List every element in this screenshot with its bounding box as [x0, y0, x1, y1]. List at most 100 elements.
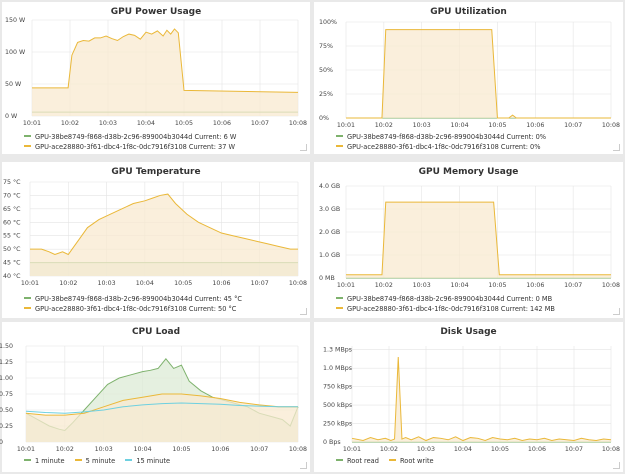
resize-handle[interactable] — [613, 462, 620, 469]
y-tick-label: 75% — [319, 43, 333, 50]
x-tick-label: 10:03 — [413, 282, 431, 289]
x-tick-label: 10:02 — [56, 446, 74, 453]
x-tick-label: 10:05 — [491, 446, 509, 453]
series-line[interactable] — [346, 201, 611, 276]
resize-handle[interactable] — [613, 144, 620, 151]
legend-item[interactable]: GPU-ace28880-3f61-dbc4-1f8c-0dc7916f3108… — [336, 142, 546, 152]
legend-label: GPU-38be8749-f868-d38b-2c96-899004b3044d… — [347, 133, 547, 141]
legend-item[interactable]: GPU-38be8749-f868-d38b-2c96-899004b3044d… — [336, 294, 555, 304]
y-tick-label: 0 MB — [319, 275, 335, 282]
x-tick-label: 10:01 — [21, 280, 39, 287]
legend-item[interactable]: GPU-ace28880-3f61-dbc4-1f8c-0dc7916f3108… — [24, 304, 242, 314]
x-tick-label: 10:05 — [174, 280, 192, 287]
x-tick-label: 10:07 — [251, 120, 269, 127]
x-tick-label: 10:06 — [213, 120, 231, 127]
x-tick-label: 10:04 — [137, 120, 155, 127]
x-tick-label: 10:01 — [337, 122, 355, 129]
y-tick-label: 1.25 — [0, 359, 13, 366]
y-tick-label: 0 Bps — [323, 439, 341, 446]
x-tick-label: 10:02 — [375, 282, 393, 289]
legend-item[interactable]: GPU-ace28880-3f61-dbc4-1f8c-0dc7916f3108… — [24, 142, 236, 152]
resize-handle[interactable] — [300, 462, 307, 469]
y-tick-label: 1.3 MBps — [323, 347, 352, 354]
x-tick-label: 10:08 — [289, 280, 307, 287]
resize-handle[interactable] — [613, 308, 620, 315]
x-tick-label: 10:02 — [61, 120, 79, 127]
series-line[interactable] — [351, 357, 612, 442]
series-area — [26, 394, 298, 442]
resize-handle[interactable] — [300, 144, 307, 151]
y-tick-label: 40 °C — [3, 272, 21, 280]
x-tick-label: 10:04 — [450, 282, 468, 289]
y-tick-label: 50 °C — [3, 245, 21, 253]
y-tick-label: 45 °C — [3, 259, 21, 267]
y-tick-label: 2.0 GB — [319, 229, 340, 236]
series-line[interactable] — [25, 402, 298, 414]
x-tick-label: 10:04 — [133, 446, 151, 453]
x-tick-label: 10:01 — [17, 446, 35, 453]
chart-gpu-temperature: 40 °C 45 °C 50 °C 55 °C 60 °C 65 °C 70 °C 75 °C… — [3, 178, 307, 287]
legend-item[interactable]: GPU-38be8749-f868-d38b-2c96-899004b3044d… — [336, 132, 546, 142]
series-line[interactable] — [32, 28, 299, 93]
y-tick-label: 3.0 GB — [319, 206, 340, 213]
legend-item[interactable]: 15 minute — [125, 456, 170, 466]
legend-label: 1 minute — [35, 457, 65, 465]
y-tick-label: 70 °C — [3, 191, 21, 199]
panel-title[interactable]: GPU Power Usage — [110, 7, 202, 17]
panel-title[interactable]: CPU Load — [131, 327, 181, 337]
x-tick-label: 10:08 — [289, 120, 307, 127]
legend-label: GPU-38be8749-f868-d38b-2c96-899004b3044d… — [35, 133, 237, 141]
x-tick-label: 10:03 — [99, 120, 117, 127]
x-tick-label: 10:07 — [251, 280, 269, 287]
panel-gpu-utilization: GPU Utilization 0% 25% 50% 75% 100% 10:01 10:0… — [314, 2, 623, 154]
panel-title[interactable]: GPU Utilization — [430, 7, 507, 17]
legend-item[interactable]: GPU-38be8749-f868-d38b-2c96-899004b3044d… — [24, 294, 242, 304]
y-tick-label: 55 °C — [3, 232, 21, 240]
y-tick-label: 500 kBps — [323, 402, 352, 409]
y-tick-label: 50% — [319, 67, 333, 74]
y-tick-label: 750 kBps — [323, 384, 352, 391]
resize-handle[interactable] — [300, 308, 307, 315]
panel-cpu-load: CPU Load 0 0.25 0.50 0.75 1.00 1.25 1.50 10:01 1… — [0, 322, 310, 472]
series-line[interactable] — [25, 393, 298, 416]
x-tick-label: 10:06 — [526, 282, 544, 289]
y-tick-label: 100% — [319, 19, 337, 26]
legend-item[interactable]: GPU-38be8749-f868-d38b-2c96-899004b3044d… — [24, 132, 236, 142]
series-line[interactable] — [346, 29, 611, 119]
y-tick-label: 0% — [319, 115, 329, 122]
panel-title[interactable]: GPU Temperature — [111, 167, 201, 177]
legend: GPU-38be8749-f868-d38b-2c96-899004b3044d… — [24, 132, 236, 152]
x-tick-label: 10:02 — [375, 122, 393, 129]
y-tick-label: 100 W — [5, 49, 26, 56]
series-area — [30, 194, 298, 276]
legend-item[interactable]: Root write — [389, 456, 434, 466]
legend-label: GPU-ace28880-3f61-dbc4-1f8c-0dc7916f3108… — [347, 305, 555, 313]
legend: GPU-38be8749-f868-d38b-2c96-899004b3044d… — [336, 132, 546, 152]
x-tick-label: 10:07 — [250, 446, 268, 453]
y-tick-label: 250 kBps — [323, 421, 352, 428]
legend-label: GPU-38be8749-f868-d38b-2c96-899004b3044d… — [347, 295, 553, 303]
series-line[interactable] — [30, 193, 298, 256]
y-tick-label: 0.25 — [0, 423, 13, 430]
legend-item[interactable]: 5 minute — [74, 456, 115, 466]
legend: 1 minute 5 minute 15 minute — [24, 456, 178, 466]
x-tick-label: 10:06 — [528, 446, 546, 453]
legend-item[interactable]: GPU-ace28880-3f61-dbc4-1f8c-0dc7916f3108… — [336, 304, 555, 314]
legend-item[interactable]: Root read — [336, 456, 379, 466]
chart-disk-usage: 0 Bps 250 kBps 500 kBps 750 kBps 1.0 MBps 1.3… — [323, 346, 620, 453]
panel-title[interactable]: GPU Memory Usage — [418, 167, 519, 177]
panel-title[interactable]: Disk Usage — [440, 327, 497, 337]
series-area — [32, 28, 298, 116]
panel-gpu-memory-usage: GPU Memory Usage 0 MB 1.0 GB 2.0 GB 3.0 GB 4… — [314, 162, 623, 318]
x-tick-label: 10:01 — [23, 120, 41, 127]
y-tick-label: 0 — [0, 439, 3, 446]
x-tick-label: 10:06 — [212, 280, 230, 287]
legend-item[interactable]: 1 minute — [24, 456, 65, 466]
legend: Root read Root write — [336, 456, 442, 466]
y-tick-label: 65 °C — [3, 205, 21, 213]
chart-gpu-utilization: 0% 25% 50% 75% 100% 10:01 10:02 10:03 10:04 10:05… — [319, 19, 620, 129]
legend-label: Root write — [400, 457, 434, 465]
y-tick-label: 150 W — [5, 17, 26, 24]
y-tick-label: 0.75 — [0, 391, 13, 398]
chart-gpu-power-usage: 0 W 50 W 100 W 150 W 10:01 10:02 10:03 10:04 10:… — [5, 17, 307, 127]
